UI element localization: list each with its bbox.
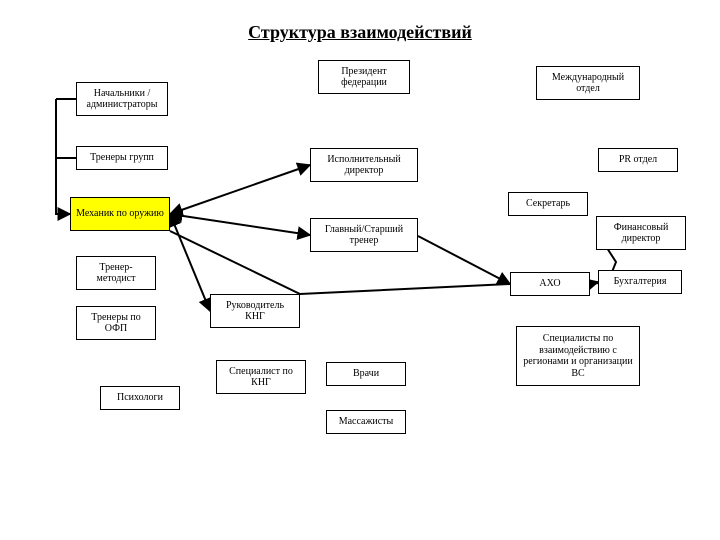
node-tren_met: Тренер-методист — [76, 256, 156, 290]
node-psy: Психологи — [100, 386, 180, 410]
node-glav: Главный/Старший тренер — [310, 218, 418, 252]
node-tren_ofp: Тренеры по ОФП — [76, 306, 156, 340]
edge-0 — [170, 165, 310, 214]
node-nach: Начальники / администраторы — [76, 82, 168, 116]
node-tren_gr: Тренеры групп — [76, 146, 168, 170]
edge-3 — [56, 99, 70, 214]
node-prez: Президент федерации — [318, 60, 410, 94]
node-intl: Международный отдел — [536, 66, 640, 100]
node-spec_kng: Специалист по КНГ — [216, 360, 306, 394]
node-bux: Бухгалтерия — [598, 270, 682, 294]
diagram-title: Структура взаимодействий — [0, 22, 720, 43]
node-sekr: Секретарь — [508, 192, 588, 216]
node-fin: Финансовый директор — [596, 216, 686, 250]
edge-1 — [170, 214, 310, 235]
edge-10 — [590, 282, 598, 284]
node-axo: АХО — [510, 272, 590, 296]
node-mech: Механик по оружию — [70, 197, 170, 231]
node-pr: PR отдел — [598, 148, 678, 172]
node-ruk_kng: Руководитель КНГ — [210, 294, 300, 328]
edge-2 — [170, 214, 210, 311]
node-vrachi: Врачи — [326, 362, 406, 386]
node-spec_reg: Специалисты по взаимодействию с регионам… — [516, 326, 640, 386]
node-mass: Массажисты — [326, 410, 406, 434]
edge-7 — [418, 236, 510, 284]
node-isp: Исполнительный директор — [310, 148, 418, 182]
